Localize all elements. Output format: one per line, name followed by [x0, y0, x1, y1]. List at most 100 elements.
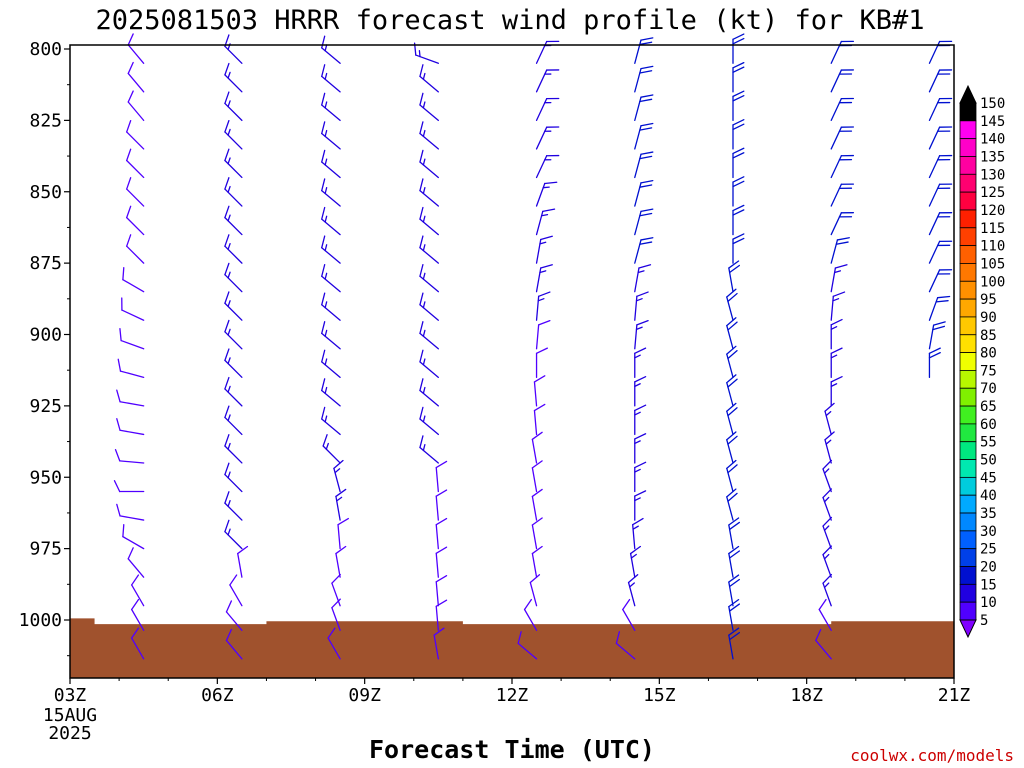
barb-flag-full [335, 488, 347, 498]
barb-flag-half [227, 185, 231, 193]
wind-barb [824, 402, 835, 436]
barb-flag-full [932, 321, 946, 326]
barb-flag-full [224, 462, 230, 476]
barb-shaft [435, 495, 439, 521]
barb-shaft [419, 304, 439, 321]
wind-barb [634, 264, 652, 293]
barb-shaft [321, 104, 341, 122]
wind-barb [634, 319, 649, 350]
wind-barb [928, 183, 953, 207]
wind-barb [535, 347, 549, 378]
wind-barb [629, 545, 642, 578]
colorbar-label: 25 [980, 542, 997, 558]
barb-shaft [533, 409, 538, 436]
colorbar-bottom-arrow [959, 619, 977, 639]
plot-frame [69, 44, 955, 679]
barb-shaft [419, 446, 439, 464]
colorbar-label: 95 [980, 292, 997, 308]
barb-flag-full [523, 598, 532, 611]
barb-flag-full [727, 492, 738, 502]
barb-shaft [126, 188, 145, 207]
barb-flag-full [822, 459, 833, 470]
wind-barb [822, 573, 833, 607]
colorbar-cell [959, 227, 977, 247]
barb-shaft [321, 418, 341, 436]
barb-flag-half [324, 72, 328, 80]
wind-barb [419, 435, 439, 464]
barb-flag-full [830, 318, 843, 326]
barb-flag-full [728, 627, 740, 636]
wind-barb [634, 490, 647, 521]
barb-flag-full [333, 459, 344, 469]
barb-flag-full [224, 376, 230, 390]
barb-flag-full [537, 319, 551, 326]
colorbar-label: 45 [980, 470, 997, 486]
wind-barb [622, 598, 636, 631]
wind-barb [634, 404, 647, 436]
wind-barb [321, 235, 341, 264]
barb-shaft [535, 295, 540, 321]
barb-flag-half [227, 471, 231, 479]
barb-flag-full [824, 431, 835, 441]
barb-shaft [224, 445, 243, 464]
wind-barb [229, 574, 243, 607]
y-axis: 800 825 850 875 900 925 950 975 1000 [19, 39, 70, 657]
wind-barb [127, 90, 145, 122]
barb-flag-half [422, 244, 426, 252]
wind-barb [419, 292, 439, 321]
barb-shaft [321, 161, 341, 179]
barb-flag-half [422, 101, 426, 109]
wind-barb [830, 237, 850, 264]
barb-shaft [830, 155, 843, 179]
barb-flag-full [935, 300, 949, 303]
barb-flag-half [830, 354, 838, 359]
barb-flag-full [932, 325, 946, 331]
barb-flag-full [822, 573, 833, 584]
wind-barb [928, 154, 953, 179]
barb-flag-half [634, 411, 641, 416]
barb-shaft [321, 218, 341, 236]
wind-barb [413, 42, 439, 64]
wind-barb [321, 406, 341, 436]
x-tick-label: 09Z [348, 685, 381, 706]
barb-flag-full [224, 348, 230, 362]
barb-flag-full [419, 263, 424, 277]
wind-barb [321, 206, 341, 236]
barb-flag-full [321, 149, 326, 163]
barb-flag-full [517, 631, 522, 645]
wind-barb [435, 546, 448, 578]
barb-shaft [535, 69, 548, 93]
barb-flag-full [127, 90, 134, 103]
barb-flag-half [629, 582, 635, 588]
barb-shaft [126, 131, 145, 150]
barb-flag-half [227, 442, 231, 450]
wind-barb [728, 517, 741, 550]
barb-flag-full [224, 177, 230, 190]
barb-flag-half [422, 72, 426, 80]
colorbar-cell [959, 191, 977, 211]
barb-shaft [224, 359, 243, 378]
barb-flag-half [422, 272, 426, 280]
barb-flag-full [726, 402, 737, 412]
barb-shaft [517, 642, 538, 660]
wind-barb [732, 176, 745, 207]
wind-barb [225, 600, 243, 631]
barb-shaft [224, 531, 243, 550]
wind-barb [728, 598, 741, 631]
wind-barb [830, 183, 855, 207]
barb-shaft [822, 553, 832, 578]
wind-barb [121, 297, 145, 321]
barb-flag-half [825, 411, 832, 417]
barb-flag-full [531, 431, 543, 440]
x-tick-label: 03Z [54, 685, 87, 706]
barb-flag-full [818, 598, 827, 611]
wind-barb [531, 460, 543, 493]
colorbar-label: 10 [980, 595, 997, 611]
wind-barb [732, 61, 745, 93]
barb-shaft [615, 642, 636, 660]
barb-flag-full [727, 292, 738, 303]
barb-shaft [634, 267, 640, 293]
barb-flag-full [419, 149, 424, 163]
wind-barb [419, 235, 439, 264]
